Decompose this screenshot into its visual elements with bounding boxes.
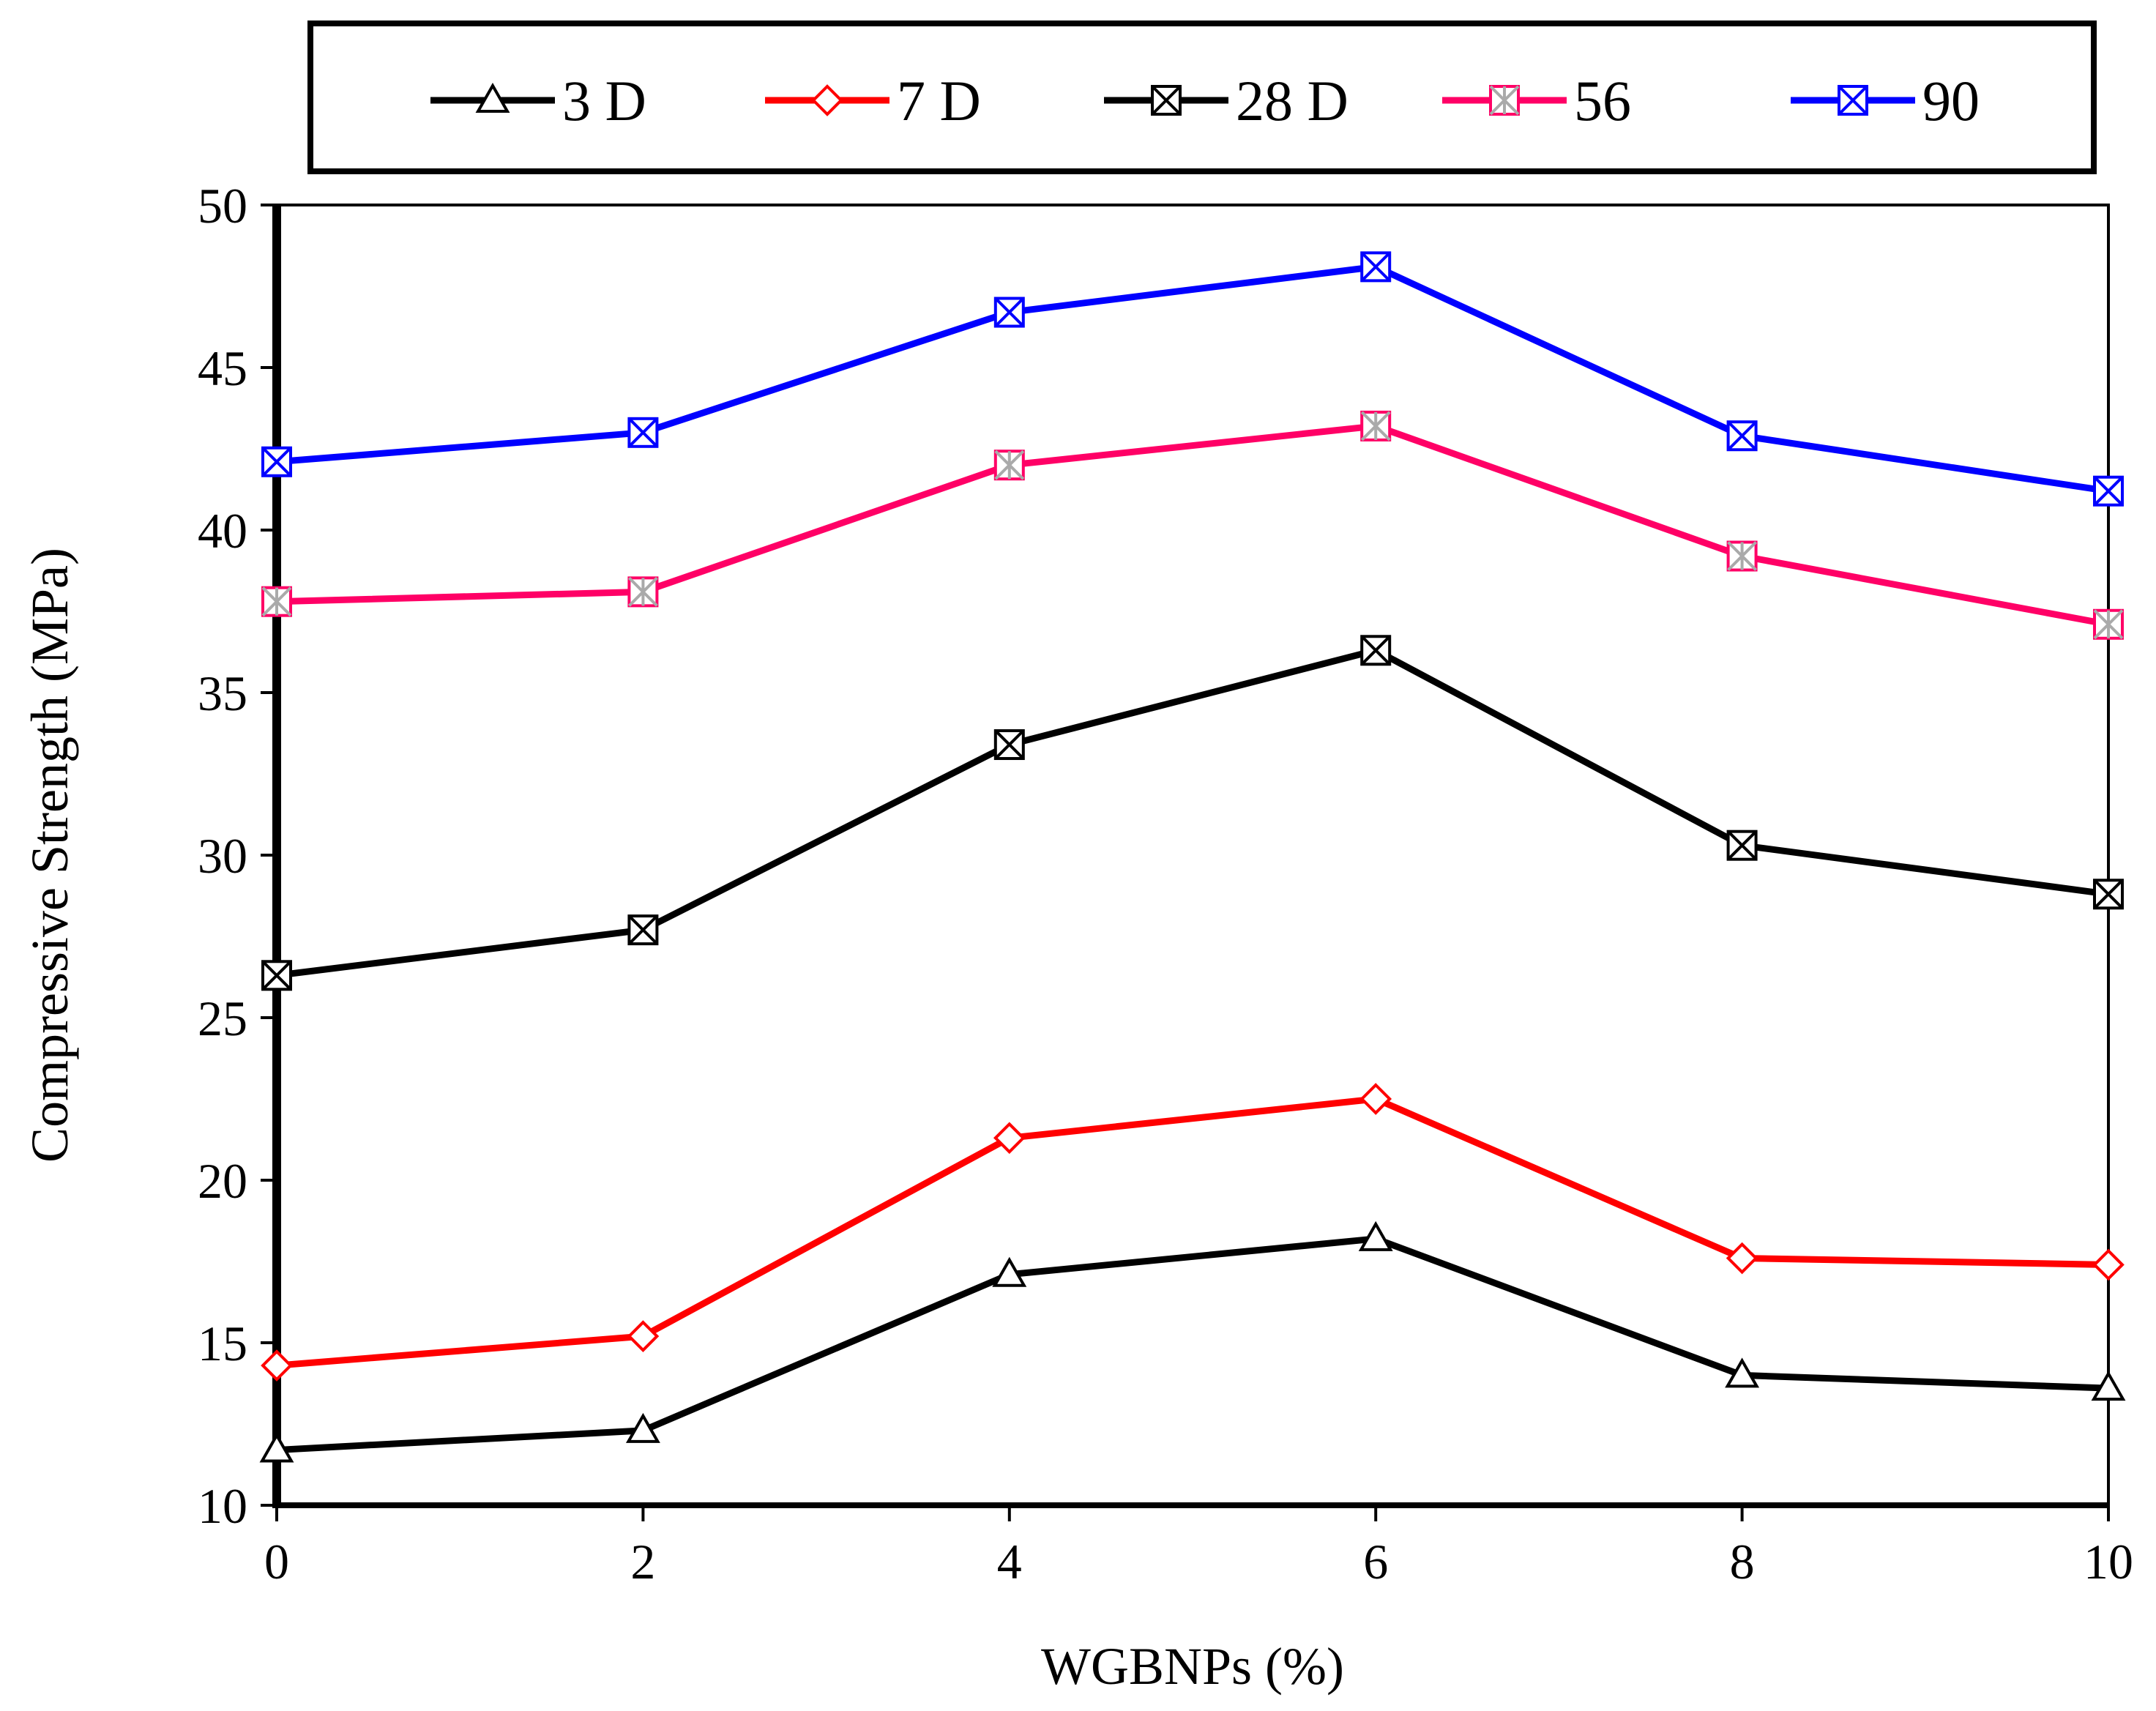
data-point [625,1412,660,1443]
y-axis-title: Compressive Strength (MPa) [20,548,79,1163]
data-point [2093,475,2124,507]
data-point [993,450,1025,481]
data-point [1726,540,1758,572]
legend-entry: 7 D [765,69,981,133]
x-tick-label: 2 [630,1534,655,1589]
legend: 3 D 7 D 28 D 56 90 [430,69,1980,133]
data-point [1360,635,1392,666]
data-point [1360,251,1392,283]
legend-entry: 3 D [430,69,646,133]
y-tick-label: 35 [198,666,247,721]
data-point [1726,420,1758,452]
series-7d [261,1083,2125,1382]
data-point [993,1122,1026,1155]
legend-entry: 90 [1791,69,1980,133]
data-point [259,1432,294,1463]
x-tick-label: 8 [1730,1534,1755,1589]
legend-label: 3 D [562,69,646,133]
y-tick-label: 50 [198,178,247,234]
data-point [627,576,659,608]
data-point [2091,1371,2126,1401]
data-point [261,446,292,477]
legend-swatch-marker [1151,85,1182,116]
y-tick-label: 15 [198,1316,247,1371]
series-line [276,263,2109,495]
data-point [1726,1242,1758,1275]
legend-entry: 28 D [1104,69,1349,133]
y-tick-label: 30 [198,828,247,884]
y-tick-label: 45 [198,340,247,396]
y-tick-label: 40 [198,503,247,559]
y-tick-label: 10 [198,1478,247,1534]
x-tick-label: 10 [2084,1534,2133,1589]
legend-label: 90 [1922,69,1980,133]
x-axis-title: WGBNPs (%) [1041,1637,1344,1696]
legend-swatch-marker [1489,85,1520,116]
series-line [276,646,2109,979]
data-point [1360,410,1392,441]
y-tick-label: 25 [198,991,247,1046]
data-point [627,417,659,448]
legend-swatch-marker [1838,85,1868,116]
data-point [992,1256,1027,1287]
series-56 [261,410,2124,640]
series-90 [261,251,2124,507]
data-point [2092,1248,2125,1281]
data-point [627,914,659,946]
data-point [993,297,1025,328]
series-line [276,422,2109,628]
data-point [993,729,1025,761]
series-line [276,1235,2109,1454]
legend-swatch-marker [475,82,510,113]
legend-label: 28 D [1236,69,1349,133]
x-tick-label: 6 [1363,1534,1388,1589]
data-point [1358,1220,1393,1251]
data-point [2093,608,2124,640]
ticks: 10 15 20 25 30 35 40 45 50 0 2 4 6 8 10 [198,178,2133,1589]
data-point [1726,830,1758,861]
legend-label: 7 D [897,69,981,133]
series-28d [261,635,2124,991]
y-tick-label: 20 [198,1153,247,1209]
x-tick-label: 0 [264,1534,289,1589]
data-point [627,1320,660,1352]
legend-swatch-marker [811,84,843,116]
data-point [1725,1357,1760,1388]
data-point [2093,879,2124,910]
data-point [261,960,292,991]
series-line [276,1095,2109,1369]
data-point [261,1349,293,1382]
series-3d [259,1220,2126,1463]
x-tick-label: 4 [997,1534,1022,1589]
legend-entry: 56 [1442,69,1631,133]
legend-label: 56 [1574,69,1631,133]
data-point [261,586,292,617]
data-point [1359,1083,1392,1115]
series-layer [259,251,2126,1463]
